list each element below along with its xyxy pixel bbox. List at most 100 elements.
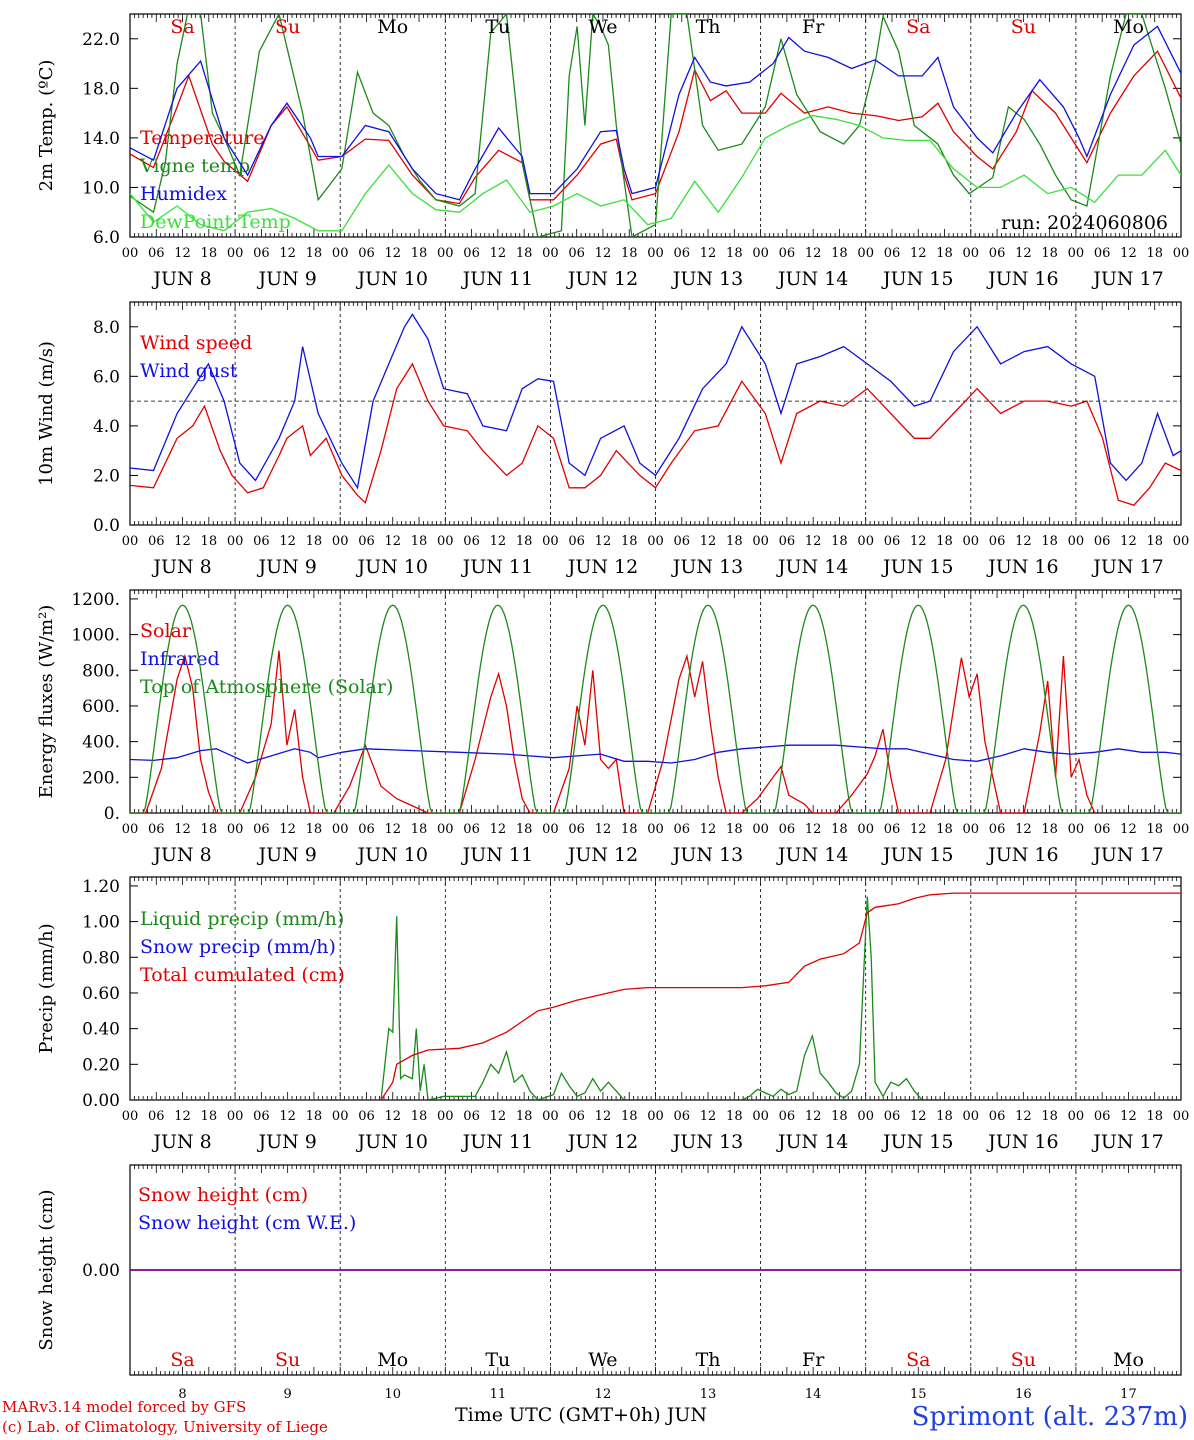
hour-tick-label: 00 <box>752 822 769 837</box>
date-label: JUN 8 <box>151 844 211 866</box>
hour-tick-label: 12 <box>1120 246 1137 261</box>
hour-tick-label: 18 <box>516 246 533 261</box>
series-line-total-cumulated-cm- <box>130 892 1181 1100</box>
hour-tick-label: 12 <box>1015 246 1032 261</box>
hour-tick-label: 18 <box>411 534 428 549</box>
hour-tick-label: 12 <box>595 1109 612 1124</box>
y-tick-label: 0.0 <box>93 516 120 536</box>
hour-tick-label: 06 <box>989 1109 1006 1124</box>
hour-tick-label: 12 <box>1120 534 1137 549</box>
date-label: JUN 14 <box>776 1131 848 1153</box>
date-label: JUN 11 <box>461 1131 533 1153</box>
date-label: JUN 17 <box>1091 268 1163 290</box>
hour-tick-label: 00 <box>437 822 454 837</box>
hour-tick-label: 00 <box>1173 822 1190 837</box>
y-axis-label: 2m Temp. (ºC) <box>36 60 57 192</box>
hour-tick-label: 06 <box>884 534 901 549</box>
weekday-label-bottom: Sa <box>170 1349 194 1371</box>
hour-tick-label: 06 <box>463 1109 480 1124</box>
y-tick-label: 1.00 <box>82 913 120 933</box>
hour-tick-label: 00 <box>1068 822 1085 837</box>
hour-tick-label: 00 <box>963 822 980 837</box>
series-line-wind-speed <box>130 362 1181 506</box>
date-label: JUN 11 <box>461 844 533 866</box>
weekday-label-bottom: Mo <box>377 1349 408 1371</box>
date-label: JUN 17 <box>1091 556 1163 578</box>
series-line-wind-gust <box>130 313 1181 490</box>
panel-frame <box>129 301 1182 526</box>
hour-tick-label: 06 <box>674 246 691 261</box>
weekday-label-bottom: We <box>588 1349 617 1371</box>
date-label: JUN 10 <box>356 844 428 866</box>
hour-tick-label: 06 <box>568 822 585 837</box>
hour-tick-label: 00 <box>227 246 244 261</box>
hour-tick-label: 06 <box>884 822 901 837</box>
hour-tick-label: 12 <box>910 246 927 261</box>
hour-ticks <box>129 302 1182 525</box>
hour-tick-label: 18 <box>936 822 953 837</box>
series-line-liquid-precip-mm-h- <box>130 896 1181 1100</box>
date-label: JUN 15 <box>881 556 953 578</box>
hour-tick-label: 18 <box>306 822 323 837</box>
hour-tick-label: 06 <box>253 1109 270 1124</box>
hour-tick-label: 06 <box>148 246 165 261</box>
hour-tick-label: 00 <box>963 534 980 549</box>
hour-tick-label: 12 <box>384 246 401 261</box>
weekday-label-bottom: Sa <box>906 1349 930 1371</box>
hour-tick-label: 00 <box>227 1109 244 1124</box>
hour-tick-label: 00 <box>752 246 769 261</box>
date-label: JUN 12 <box>566 268 638 290</box>
hour-tick-label: 00 <box>437 246 454 261</box>
hour-tick-label: 18 <box>411 246 428 261</box>
weekday-label-top: We <box>588 16 617 38</box>
hour-tick-label: 00 <box>332 534 349 549</box>
legend-entry: Liquid precip (mm/h) <box>140 908 344 930</box>
y-tick-label: 0.40 <box>82 1020 120 1040</box>
hour-tick-label: 12 <box>1015 1109 1032 1124</box>
run-annotation: run: 2024060806 <box>1001 212 1168 234</box>
date-label: JUN 9 <box>256 556 316 578</box>
y-tick-label: 18.0 <box>82 79 120 99</box>
hour-tick-label: 06 <box>989 534 1006 549</box>
hour-tick-label: 18 <box>726 246 743 261</box>
day-number: 12 <box>595 1387 612 1402</box>
panel-5: 0.00 Snow height (cm) Snow height (cm) Snow… <box>36 1164 1182 1376</box>
hour-tick-label: 12 <box>700 822 717 837</box>
lab-credit: (c) Lab. of Climatology, University of L… <box>2 1418 328 1436</box>
weekday-label-top: Fr <box>802 16 825 38</box>
legend-entry: Snow height (cm) <box>138 1184 308 1206</box>
y-tick-label: 200. <box>82 768 120 788</box>
hour-tick-label: 06 <box>148 1109 165 1124</box>
y-axis-label: Snow height (cm) <box>36 1189 57 1350</box>
date-label: JUN 16 <box>986 1131 1058 1153</box>
weekday-label-bottom: Tu <box>485 1349 510 1371</box>
hour-tick-label: 06 <box>674 534 691 549</box>
date-label: JUN 16 <box>986 844 1058 866</box>
series-line-vigne-temp <box>130 14 1181 237</box>
hour-tick-label: 18 <box>306 534 323 549</box>
legend-entry: Humidex <box>140 183 227 205</box>
hour-tick-label: 00 <box>542 822 559 837</box>
date-label: JUN 10 <box>356 268 428 290</box>
hour-tick-label: 12 <box>279 822 296 837</box>
hour-tick-label: 06 <box>779 822 796 837</box>
day-number: 11 <box>490 1387 507 1402</box>
hour-tick-label: 12 <box>595 534 612 549</box>
legend-entry: DewPoint Temp <box>140 211 291 233</box>
y-tick-label: 10.0 <box>82 178 120 198</box>
y-tick-label: 0.00 <box>82 1091 120 1111</box>
hour-tick-label: 12 <box>174 534 191 549</box>
hour-tick-label: 00 <box>1173 534 1190 549</box>
y-tick-label: 6.0 <box>93 367 120 387</box>
day-number: 10 <box>384 1387 401 1402</box>
date-label: JUN 16 <box>986 556 1058 578</box>
hour-tick-label: 06 <box>674 1109 691 1124</box>
series-line-infrared <box>130 744 1181 764</box>
y-axis-label: Energy fluxes (W/m²) <box>36 605 57 799</box>
hour-tick-label: 06 <box>884 1109 901 1124</box>
hour-tick-label: 00 <box>1068 246 1085 261</box>
hour-tick-label: 00 <box>332 822 349 837</box>
hour-tick-label: 18 <box>306 1109 323 1124</box>
hour-ticks <box>129 14 1182 237</box>
hour-tick-label: 06 <box>1094 246 1111 261</box>
